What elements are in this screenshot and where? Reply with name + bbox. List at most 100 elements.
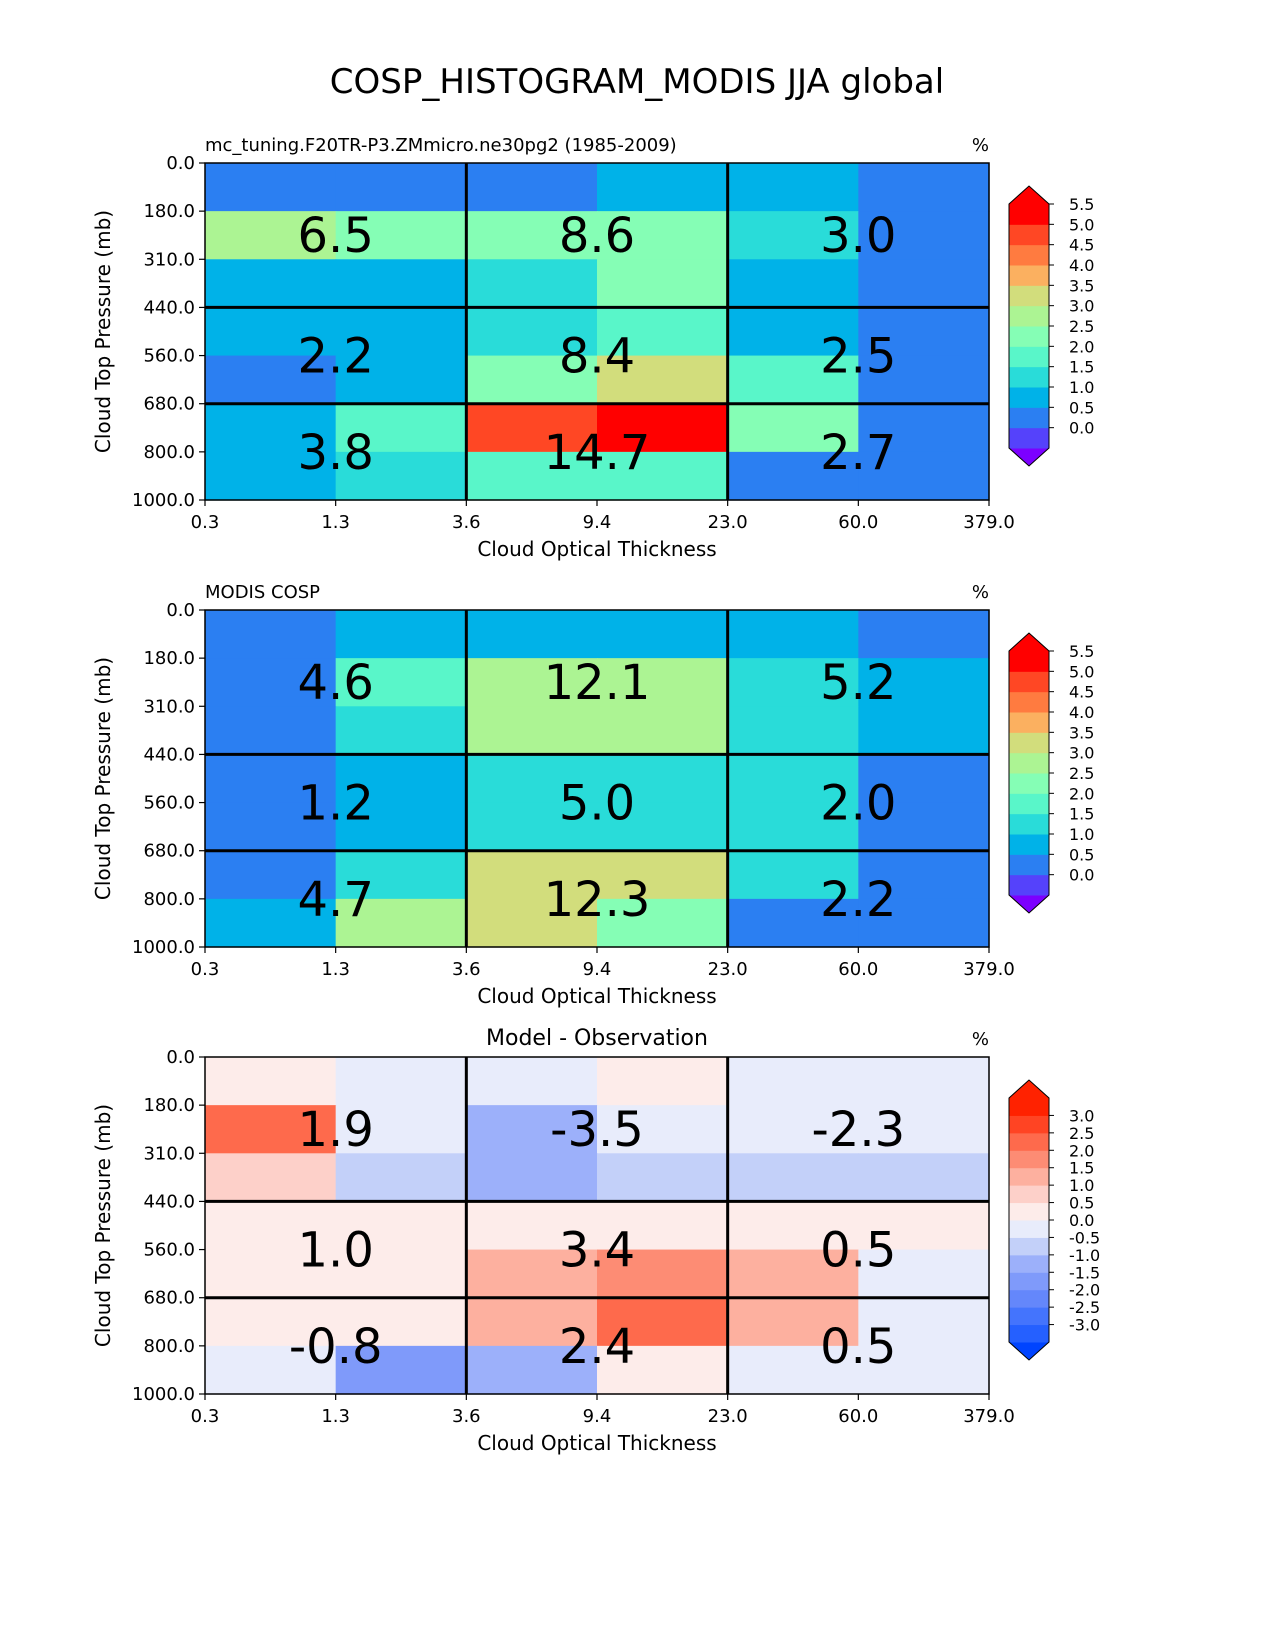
heatmap-cell <box>597 1345 729 1395</box>
colorbar-tick-label: 5.5 <box>1069 195 1094 214</box>
heatmap-cell <box>597 754 729 804</box>
heatmap-cell <box>727 1153 859 1203</box>
box-sum-label: 2.5 <box>820 329 896 385</box>
colorbar-segment <box>1009 244 1049 266</box>
heatmap-cell <box>466 706 598 756</box>
colorbar-segment <box>1009 854 1049 876</box>
heatmap-cell <box>205 307 337 357</box>
colorbar-tick-label: 1.5 <box>1069 1159 1094 1178</box>
box-sum-label: 5.0 <box>559 776 635 832</box>
heatmap-cell <box>205 610 337 659</box>
colorbar-segment <box>1009 1202 1049 1221</box>
colorbar-segment <box>1009 1289 1049 1308</box>
heatmap-cell <box>205 1105 337 1154</box>
heatmap-cell <box>858 211 990 260</box>
heatmap-cell <box>597 1153 729 1203</box>
x-axis-label: Cloud Optical Thickness <box>477 537 716 561</box>
x-tick-label: 1.3 <box>321 959 350 980</box>
y-tick-label: 680.0 <box>143 394 195 415</box>
y-tick-label: 0.0 <box>166 600 195 621</box>
heatmap-cell <box>205 898 337 948</box>
y-axis-label: Cloud Top Pressure (mb) <box>91 1104 115 1347</box>
x-tick-label: 379.0 <box>963 1406 1015 1427</box>
heatmap-cell <box>205 1297 337 1347</box>
colorbar-segment <box>1009 813 1049 835</box>
heatmap-cell <box>597 898 729 948</box>
colorbar-under-triangle <box>1009 1342 1049 1360</box>
heatmap-cell <box>466 163 598 212</box>
colorbar-segment <box>1009 712 1049 733</box>
box-sum-label: 4.7 <box>298 872 374 928</box>
panel-model: 6.5 8.6 3.0 2.2 8.4 2.5 3.8 14.7 2.7 0.3 1.3 3.6 9.4… <box>91 135 1094 561</box>
colorbar-segment <box>1009 1254 1049 1273</box>
x-tick-label: 1.3 <box>321 1406 350 1427</box>
colorbar-tick-label: 3.0 <box>1069 297 1094 316</box>
colorbar-over-triangle <box>1009 1080 1049 1098</box>
heatmap-cell <box>335 898 467 948</box>
heatmap-cell <box>335 658 467 707</box>
heatmap-cell <box>597 1105 729 1154</box>
colorbar-tick-label: 2.5 <box>1069 317 1094 336</box>
heatmap-cell <box>597 355 729 405</box>
x-tick-label: 0.3 <box>191 959 220 980</box>
heatmap-cell <box>727 1105 859 1154</box>
colorbar-tick-label: 3.0 <box>1069 1106 1094 1125</box>
colorbar-tick-label: 5.5 <box>1069 642 1094 661</box>
heatmap-cell <box>858 754 990 804</box>
heatmap-cell <box>727 610 859 659</box>
colorbar-tick-label: 2.0 <box>1069 337 1094 356</box>
colorbar-outline <box>1008 1079 1050 1361</box>
heatmap-cell <box>727 850 859 900</box>
heatmap-cell <box>597 259 729 309</box>
panel-observation: 4.6 12.1 5.2 1.2 5.0 2.0 4.7 12.3 2.2 0.3 1.3 3.6 9.… <box>91 582 1094 1008</box>
heatmap-cell <box>335 1297 467 1347</box>
colorbar-tick-label: 1.5 <box>1069 805 1094 824</box>
heatmap-cell <box>858 802 990 852</box>
y-tick-label: 800.0 <box>143 1336 195 1357</box>
heatmap-cell <box>597 610 729 659</box>
colorbar-tick-label: 0.5 <box>1069 1194 1094 1213</box>
x-tick-label: 9.4 <box>583 512 612 533</box>
units-label: % <box>972 582 989 603</box>
colorbar-tick-label: 3.5 <box>1069 723 1094 742</box>
heatmap-cell <box>727 1201 859 1251</box>
heatmap-cell <box>335 1153 467 1203</box>
heatmap-cell <box>205 1201 337 1251</box>
colorbar-over-triangle <box>1009 186 1049 204</box>
colorbar-segment <box>1009 1324 1049 1343</box>
y-axis-label: Cloud Top Pressure (mb) <box>91 210 115 453</box>
box-sum-label: 0.5 <box>820 1319 896 1375</box>
heatmap-cell <box>727 403 859 453</box>
y-tick-label: 1000.0 <box>132 490 195 511</box>
colorbar-segment <box>1009 1167 1049 1186</box>
heatmap-cell <box>466 1153 598 1203</box>
y-tick-label: 1000.0 <box>132 937 195 958</box>
colorbar-tick-label: 1.5 <box>1069 358 1094 377</box>
colorbar-segment <box>1009 305 1049 327</box>
colorbar-segment <box>1009 732 1049 754</box>
x-tick-label: 23.0 <box>708 959 748 980</box>
colorbar-tick-label: 5.0 <box>1069 662 1094 681</box>
units-label: % <box>972 1029 989 1050</box>
colorbar-tick-label: -3.0 <box>1069 1316 1100 1335</box>
heatmap-cell <box>858 658 990 707</box>
box-sum-label: 6.5 <box>298 208 374 264</box>
heatmap-cell <box>335 403 467 453</box>
panel-title: Model - Observation <box>486 1026 708 1051</box>
colorbar-segment <box>1009 1115 1049 1134</box>
colorbar-segment <box>1009 671 1049 693</box>
heatmap-cell <box>335 211 467 260</box>
colorbar-tick-label: 2.5 <box>1069 1124 1094 1143</box>
heatmap-cell <box>597 1057 729 1106</box>
colorbar-tick-label: 0.0 <box>1069 1211 1094 1230</box>
colorbar-tick-label: -0.5 <box>1069 1228 1100 1247</box>
heatmap-cell <box>727 163 859 212</box>
colorbar-over-triangle <box>1009 633 1049 651</box>
heatmap-cell <box>205 1057 337 1106</box>
panel-title: mc_tuning.F20TR-P3.ZMmicro.ne30pg2 (1985… <box>205 135 677 156</box>
heatmap-cell <box>858 1105 990 1154</box>
x-tick-label: 379.0 <box>963 959 1015 980</box>
y-tick-label: 310.0 <box>143 696 195 717</box>
y-tick-label: 680.0 <box>143 1288 195 1309</box>
